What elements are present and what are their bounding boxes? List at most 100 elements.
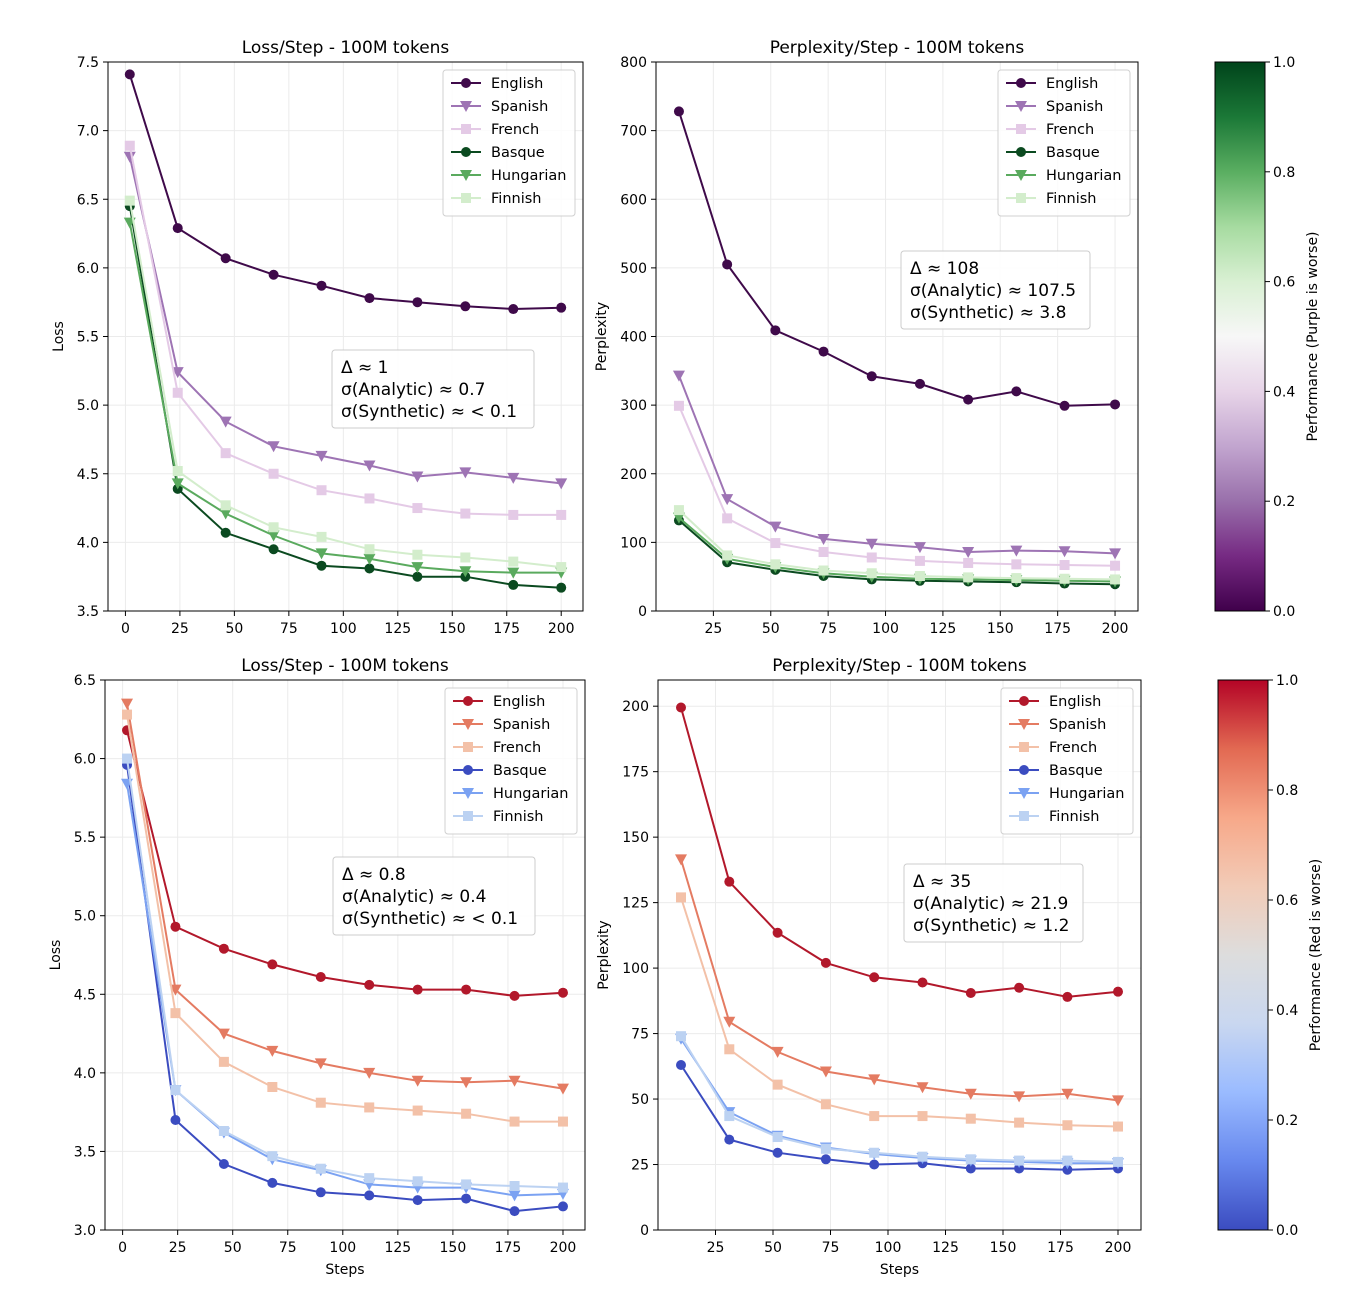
y-tick-label: 4.5 bbox=[77, 467, 99, 483]
data-point bbox=[965, 987, 976, 998]
chart-title: Loss/Step - 100M tokens bbox=[241, 656, 449, 676]
data-point bbox=[364, 1102, 375, 1113]
data-point bbox=[1059, 560, 1070, 571]
data-point bbox=[170, 1115, 181, 1125]
data-point bbox=[170, 1008, 181, 1019]
legend-entry-french: French bbox=[1006, 122, 1094, 138]
data-point bbox=[123, 151, 136, 163]
legend-entry-basque: Basque bbox=[453, 763, 547, 779]
y-tick-label: 100 bbox=[620, 535, 647, 551]
data-point bbox=[556, 582, 567, 593]
data-point bbox=[412, 571, 423, 582]
data-point bbox=[865, 538, 878, 550]
data-point bbox=[460, 508, 471, 519]
data-point bbox=[460, 1077, 473, 1089]
legend-swatch-marker bbox=[462, 788, 474, 799]
y-tick-label: 300 bbox=[620, 398, 647, 414]
x-tick-label: 75 bbox=[819, 621, 837, 637]
legend-entry-basque: Basque bbox=[451, 145, 545, 161]
series-line bbox=[126, 758, 564, 1189]
series-line bbox=[128, 156, 562, 485]
x-tick-label: 175 bbox=[1047, 1240, 1074, 1256]
legend-swatch-marker bbox=[1019, 742, 1029, 752]
legend: English Spanish French Basque Hungarian Finni… bbox=[997, 69, 1131, 217]
y-tick-label: 200 bbox=[622, 699, 649, 715]
y-tick-label: 4.5 bbox=[74, 987, 96, 1003]
data-point bbox=[722, 513, 733, 524]
data-point bbox=[461, 984, 472, 995]
data-point bbox=[267, 959, 278, 970]
data-point bbox=[363, 553, 376, 565]
series-spanish bbox=[121, 698, 569, 1095]
legend-label: Spanish bbox=[491, 99, 548, 115]
data-point bbox=[411, 562, 424, 574]
data-point bbox=[769, 521, 782, 533]
data-point bbox=[866, 371, 877, 382]
data-point bbox=[220, 500, 231, 511]
data-point bbox=[509, 990, 520, 1001]
data-point bbox=[1062, 1120, 1073, 1131]
legend-swatch-marker bbox=[461, 193, 471, 203]
data-point bbox=[1058, 546, 1071, 558]
y-axis-label: Perplexity bbox=[594, 302, 610, 371]
data-point bbox=[267, 1177, 278, 1188]
x-tick-label: 0 bbox=[118, 1240, 127, 1256]
annotation-box: Δ ≈ 0.8σ(Analytic) ≈ 0.4σ(Synthetic) ≈ <… bbox=[332, 856, 536, 936]
legend-entry-finnish: Finnish bbox=[1009, 809, 1099, 825]
colorbar-tick-label: 0.8 bbox=[1276, 783, 1298, 799]
series-french bbox=[122, 709, 568, 1127]
data-point bbox=[1113, 1156, 1123, 1167]
data-point bbox=[411, 1075, 424, 1087]
y-tick-label: 7.0 bbox=[77, 124, 99, 140]
data-point bbox=[963, 557, 974, 568]
legend-entry-finnish: Finnish bbox=[453, 809, 543, 825]
y-tick-label: 400 bbox=[620, 330, 647, 346]
data-point bbox=[1014, 1155, 1025, 1166]
legend-entry-french: French bbox=[1009, 740, 1097, 756]
series-french bbox=[124, 140, 567, 520]
legend-label: Finnish bbox=[1046, 191, 1096, 207]
data-point bbox=[122, 753, 133, 764]
series-line bbox=[126, 703, 564, 1090]
series-finnish bbox=[676, 1031, 1123, 1167]
data-point bbox=[1062, 1164, 1073, 1175]
series-line bbox=[680, 1038, 1118, 1165]
legend-entry-basque: Basque bbox=[1009, 763, 1103, 779]
data-point bbox=[914, 571, 925, 582]
series-line bbox=[128, 74, 562, 311]
x-tick-label: 200 bbox=[1105, 1240, 1132, 1256]
data-point bbox=[722, 259, 733, 270]
data-point bbox=[364, 293, 375, 304]
data-point bbox=[364, 1190, 375, 1201]
legend: English Spanish French Basque Hungarian Finni… bbox=[444, 687, 578, 835]
data-point bbox=[676, 892, 686, 903]
data-point bbox=[820, 957, 831, 968]
data-point bbox=[412, 984, 423, 995]
data-point bbox=[508, 579, 519, 590]
data-point bbox=[772, 1132, 783, 1143]
data-point bbox=[121, 698, 134, 710]
legend-swatch-marker bbox=[463, 696, 473, 706]
data-point bbox=[676, 702, 686, 713]
annotation-analytic: σ(Analytic) ≈ 0.4 bbox=[342, 887, 486, 907]
legend-swatch-marker bbox=[460, 170, 472, 181]
legend-swatch-marker bbox=[460, 101, 472, 112]
data-point bbox=[1014, 1163, 1025, 1174]
legend-swatch-marker bbox=[463, 742, 473, 752]
legend-entry-spanish: Spanish bbox=[1009, 717, 1106, 733]
data-point bbox=[820, 1099, 831, 1110]
y-tick-label: 75 bbox=[631, 1027, 649, 1043]
colorbar-tick-label: 0.2 bbox=[1273, 494, 1295, 510]
data-point bbox=[172, 466, 183, 477]
data-point bbox=[508, 1075, 521, 1087]
y-tick-label: 500 bbox=[620, 261, 647, 277]
y-axis-label: Perplexity bbox=[596, 920, 612, 989]
legend-entry-hungarian: Hungarian bbox=[1009, 786, 1124, 802]
legend-label: Finnish bbox=[1049, 809, 1099, 825]
data-point bbox=[461, 1193, 472, 1204]
data-point bbox=[770, 559, 781, 570]
legend-label: French bbox=[1049, 740, 1097, 756]
y-tick-label: 5.0 bbox=[77, 398, 99, 414]
